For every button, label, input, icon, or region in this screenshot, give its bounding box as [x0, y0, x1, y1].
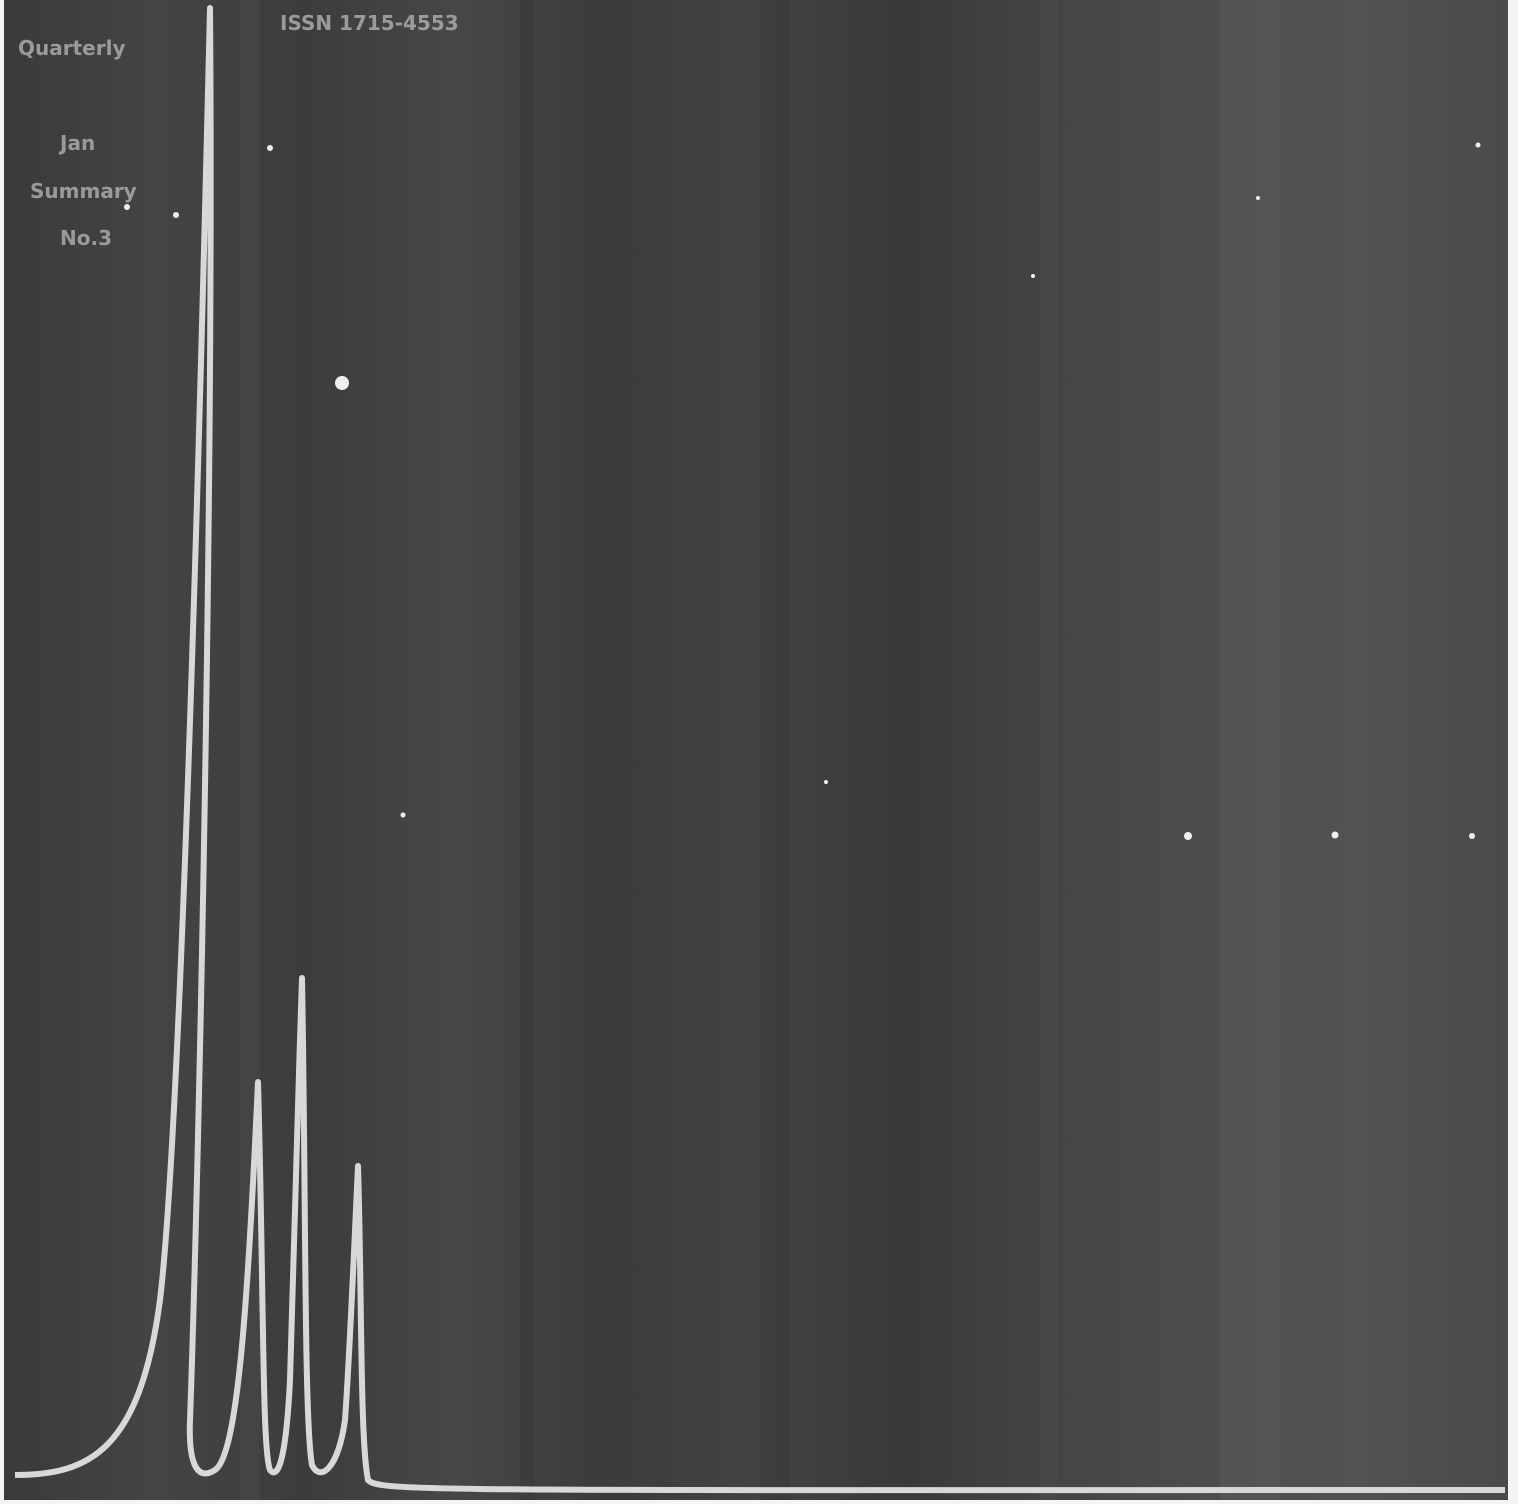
- header-code: ISSN 1715-4553: [280, 11, 459, 35]
- specks: [124, 142, 1481, 840]
- side-label: Jan: [58, 131, 95, 155]
- side-label: Quarterly: [18, 36, 125, 60]
- noise-streaks: [240, 0, 1280, 1500]
- side-label: Summary: [30, 179, 137, 203]
- screen: [4, 0, 1508, 1500]
- spectrum-trace: [14, 5, 1506, 1494]
- side-label: No.3: [60, 226, 112, 250]
